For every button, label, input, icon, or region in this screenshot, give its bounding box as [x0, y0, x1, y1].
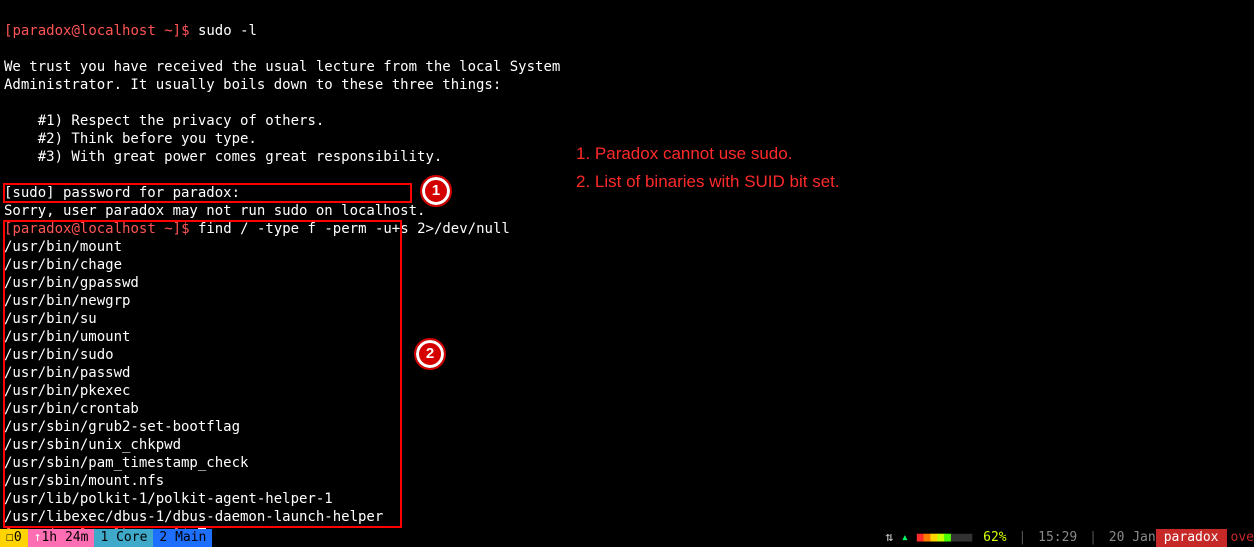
annotation-badge-2: 2	[416, 340, 444, 368]
annotation-legend: 1. Paradox cannot use sudo. 2. List of b…	[576, 140, 840, 196]
status-uptime: ↑ 1h 24m	[28, 529, 95, 547]
status-tail: ove	[1227, 529, 1254, 547]
terminal-output: [paradox@localhost ~]$ sudo -l We trust …	[4, 4, 560, 544]
prompt-user: paradox	[12, 23, 71, 39]
file-line: /usr/bin/mount	[4, 239, 122, 255]
prompt-host: localhost	[80, 23, 156, 39]
file-line: /usr/bin/gpasswd	[4, 275, 139, 291]
status-host-badge: paradox	[1156, 529, 1227, 547]
battery-ramp: ■■■■■■■■	[917, 530, 972, 545]
sudo-deny-line: Sorry, user paradox may not run sudo on …	[4, 203, 425, 219]
cmd-sudo: sudo -l	[198, 23, 257, 39]
status-main[interactable]: 2 Main	[153, 529, 212, 547]
cmd-find: find / -type f -perm -u+s 2>/dev/null	[198, 221, 510, 237]
legend-line-2: 2. List of binaries with SUID bit set.	[576, 168, 840, 196]
file-line: /usr/sbin/pam_timestamp_check	[4, 455, 248, 471]
file-line: /usr/sbin/mount.nfs	[4, 473, 164, 489]
file-line: /usr/bin/sudo	[4, 347, 114, 363]
wifi-icon: ⇅	[885, 530, 893, 545]
status-workspace[interactable]: ☐ 0	[0, 529, 28, 547]
file-line: /usr/sbin/grub2-set-bootflag	[4, 419, 240, 435]
status-bar: ☐ 0 ↑ 1h 24m 1 Core 2 Main ⇅ ▴ ■■■■■■■■ …	[0, 529, 1254, 547]
status-time: 15:29	[1038, 530, 1077, 545]
battery-percent: 62%	[983, 530, 1006, 545]
file-line: /usr/bin/su	[4, 311, 97, 327]
file-line: /usr/lib/polkit-1/polkit-agent-helper-1	[4, 491, 333, 507]
legend-line-1: 1. Paradox cannot use sudo.	[576, 140, 840, 168]
file-line: /usr/bin/newgrp	[4, 293, 130, 309]
status-core[interactable]: 1 Core	[94, 529, 153, 547]
status-right: ⇅ ▴ ■■■■■■■■ 62% | 15:29 | 20 Jan	[885, 529, 1155, 547]
file-line: /usr/bin/crontab	[4, 401, 139, 417]
status-date: 20 Jan	[1109, 530, 1156, 545]
file-line: /usr/bin/pkexec	[4, 383, 130, 399]
annotation-badge-1: 1	[422, 177, 450, 205]
file-line: /usr/sbin/unix_chkpwd	[4, 437, 181, 453]
file-line: /usr/bin/passwd	[4, 365, 130, 381]
file-line: /usr/bin/chage	[4, 257, 122, 273]
file-line: /usr/bin/umount	[4, 329, 130, 345]
arrow-up-icon: ▴	[901, 530, 909, 545]
sudo-password-prompt: [sudo] password for paradox:	[4, 185, 240, 201]
file-line: /usr/libexec/dbus-1/dbus-daemon-launch-h…	[4, 509, 383, 525]
